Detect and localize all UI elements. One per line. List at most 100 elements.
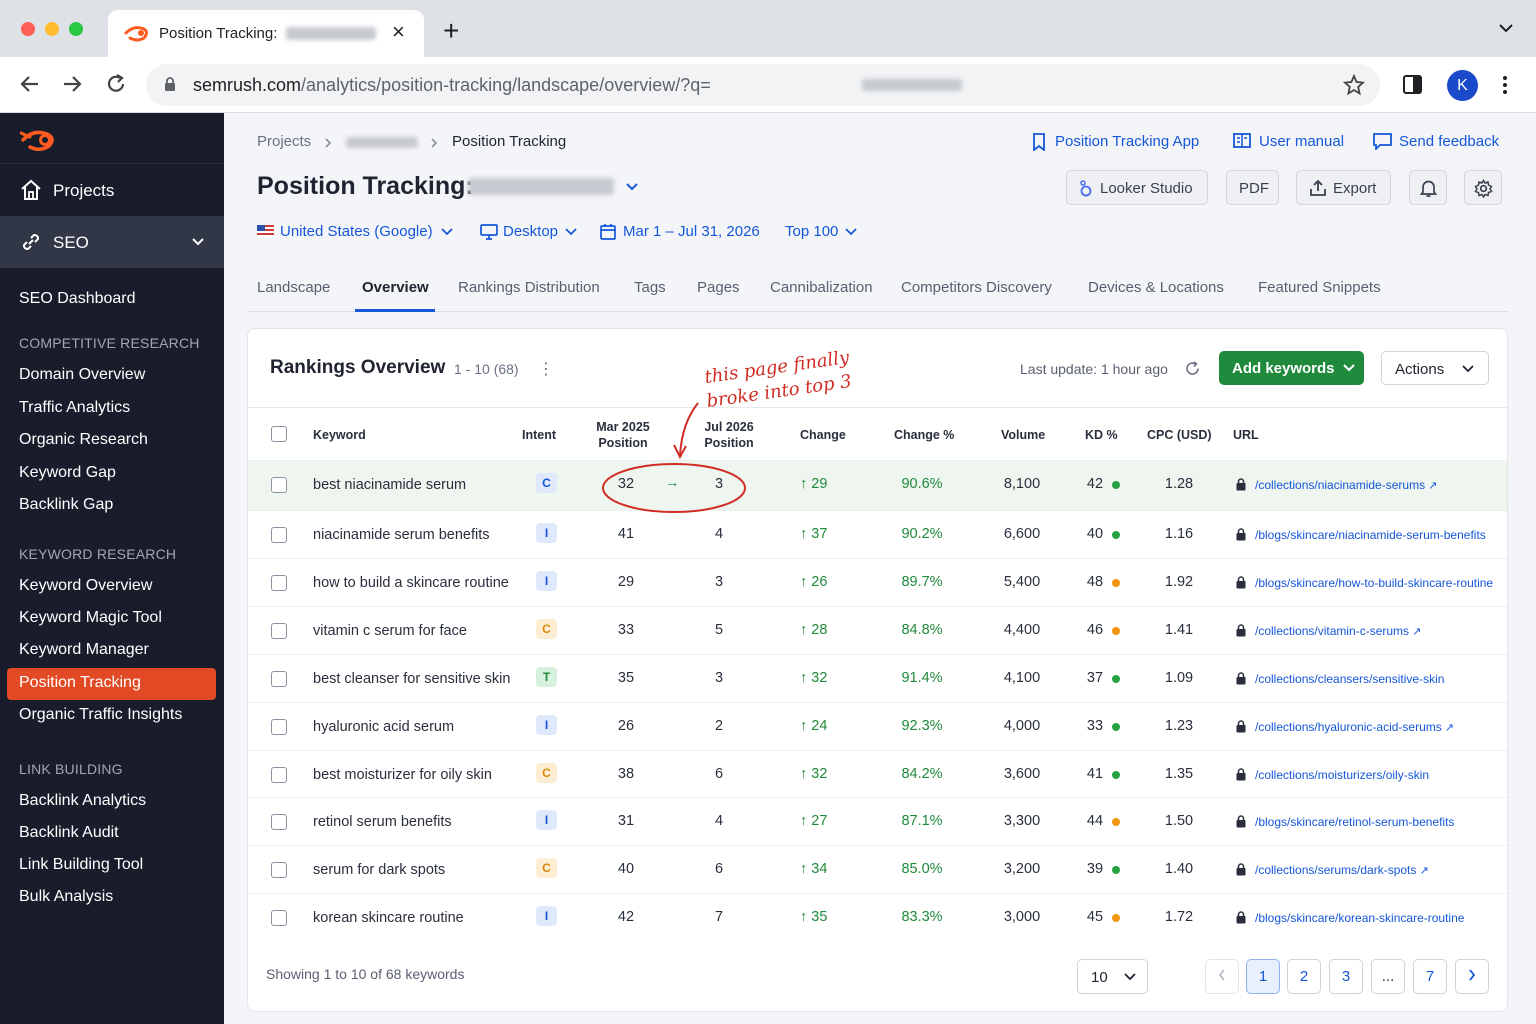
page-size-select[interactable]: 10 (1077, 959, 1148, 994)
browser-tab[interactable]: Position Tracking: × (108, 10, 424, 57)
sidebar-item-backlink-audit[interactable]: Backlink Audit (19, 824, 119, 841)
user-manual-link[interactable]: User manual (1259, 133, 1345, 150)
sidebar-item-backlink-analytics[interactable]: Backlink Analytics (19, 792, 147, 809)
profile-avatar[interactable]: K (1447, 70, 1478, 101)
tab-cannibalization[interactable]: Cannibalization (770, 279, 873, 296)
position-tracking-app-link[interactable]: Position Tracking App (1055, 133, 1200, 150)
sidebar-item-keyword-gap[interactable]: Keyword Gap (19, 464, 116, 481)
col-pos-b[interactable]: Jul 2026 Position (694, 419, 764, 451)
tab-devices-locations[interactable]: Devices & Locations (1088, 279, 1224, 296)
sidebar-item-projects[interactable]: Projects (0, 164, 224, 216)
url-link[interactable]: /collections/cleansers/sensitive-skin (1255, 672, 1444, 686)
col-keyword[interactable]: Keyword (313, 428, 366, 442)
sidebar-item-organic-research[interactable]: Organic Research (19, 431, 148, 448)
row-checkbox[interactable] (271, 910, 287, 926)
sidebar-item-keyword-manager[interactable]: Keyword Manager (19, 641, 149, 658)
date-range-filter[interactable]: Mar 1 – Jul 31, 2026 (623, 223, 760, 240)
page-button-3[interactable]: 3 (1329, 959, 1363, 994)
external-link-icon[interactable]: ↗ (1425, 480, 1438, 492)
col-intent[interactable]: Intent (522, 428, 557, 442)
table-row[interactable]: hyaluronic acid serum I 26 2 ↑ 24 92.3% 4,000 3… (248, 702, 1507, 750)
location-filter[interactable]: United States (Google) (280, 223, 433, 240)
tab-landscape[interactable]: Landscape (257, 279, 331, 296)
settings-button[interactable] (1464, 170, 1502, 205)
keyword-cell[interactable]: vitamin c serum for face (313, 623, 467, 639)
side-panel-icon[interactable] (1402, 74, 1423, 95)
table-row[interactable]: korean skincare routine I 42 7 ↑ 35 83.3% 3,00… (248, 893, 1507, 941)
sidebar-item-backlink-gap[interactable]: Backlink Gap (19, 496, 114, 513)
row-checkbox[interactable] (271, 767, 287, 783)
tab-search-chevron-icon[interactable] (1498, 22, 1514, 34)
address-bar[interactable]: semrush.com/analytics/position-tracking/… (146, 64, 1380, 106)
reload-icon[interactable] (105, 73, 127, 95)
col-change-pct[interactable]: Change % (894, 428, 955, 442)
url-link[interactable]: /blogs/skincare/niacinamide-serum-benefi… (1255, 528, 1486, 542)
keyword-cell[interactable]: best niacinamide serum (313, 477, 467, 493)
close-tab-icon[interactable]: × (392, 19, 405, 44)
row-checkbox[interactable] (271, 575, 287, 591)
table-row[interactable]: serum for dark spots C 40 6 ↑ 34 85.0% 3,200 39… (248, 845, 1507, 893)
notifications-button[interactable] (1409, 170, 1447, 205)
table-row[interactable]: how to build a skincare routine I 29 3 ↑ 26 8… (248, 558, 1507, 606)
table-row[interactable]: best niacinamide serum C 32 → 3 ↑ 29 90.6% 8,10… (248, 460, 1507, 510)
table-row[interactable]: best cleanser for sensitive skin T 35 3 ↑ 32… (248, 654, 1507, 702)
external-link-icon[interactable]: ↗ (1416, 865, 1429, 877)
keyword-cell[interactable]: korean skincare routine (313, 910, 464, 926)
row-checkbox[interactable] (271, 623, 287, 639)
forward-arrow-icon[interactable] (61, 73, 83, 95)
title-chevron-down-icon[interactable] (625, 182, 639, 192)
tab-tags[interactable]: Tags (634, 279, 666, 296)
sidebar-item-domain-overview[interactable]: Domain Overview (19, 366, 146, 383)
row-checkbox[interactable] (271, 719, 287, 735)
external-link-icon[interactable]: ↗ (1441, 722, 1455, 734)
sidebar-item-organic-traffic-insights[interactable]: Organic Traffic Insights (19, 706, 183, 723)
url-link[interactable]: /collections/hyaluronic-acid-serums ↗ (1255, 720, 1454, 734)
url-link[interactable]: /blogs/skincare/retinol-serum-benefits (1255, 815, 1454, 829)
keyword-cell[interactable]: serum for dark spots (313, 862, 446, 878)
sidebar-item-position-tracking[interactable]: Position Tracking (19, 674, 141, 691)
col-kd[interactable]: KD % (1085, 428, 1118, 442)
keyword-cell[interactable]: best cleanser for sensitive skin (313, 671, 511, 687)
sidebar-item-keyword-magic-tool[interactable]: Keyword Magic Tool (19, 609, 162, 626)
table-row[interactable]: retinol serum benefits I 31 4 ↑ 27 87.1% 3,300… (248, 797, 1507, 845)
looker-studio-button[interactable]: Looker Studio (1066, 170, 1208, 205)
browser-menu-icon[interactable] (1502, 75, 1508, 95)
pdf-button[interactable]: PDF (1226, 170, 1279, 205)
select-all-checkbox[interactable] (271, 426, 287, 442)
new-tab-icon[interactable]: + (443, 15, 460, 46)
sidebar-item-traffic-analytics[interactable]: Traffic Analytics (19, 399, 131, 416)
col-url[interactable]: URL (1233, 428, 1259, 442)
url-link[interactable]: /collections/niacinamide-serums ↗ (1255, 478, 1437, 492)
tab-featured-snippets[interactable]: Featured Snippets (1258, 279, 1381, 296)
url-link[interactable]: /blogs/skincare/how-to-build-skincare-ro… (1255, 576, 1493, 590)
sidebar-item-bulk-analysis[interactable]: Bulk Analysis (19, 888, 114, 905)
page-button-2[interactable]: 2 (1287, 959, 1321, 994)
col-change[interactable]: Change (800, 428, 846, 442)
row-checkbox[interactable] (271, 671, 287, 687)
semrush-logo-icon[interactable] (20, 127, 60, 153)
row-checkbox[interactable] (271, 862, 287, 878)
sidebar-item-seo-dashboard[interactable]: SEO Dashboard (19, 290, 136, 307)
add-keywords-button[interactable]: Add keywords (1219, 351, 1364, 385)
col-cpc[interactable]: CPC (USD) (1147, 428, 1212, 442)
tab-rankings-distribution[interactable]: Rankings Distribution (458, 279, 600, 296)
page-button-7[interactable]: 7 (1413, 959, 1447, 994)
top-filter[interactable]: Top 100 (785, 223, 839, 240)
row-checkbox[interactable] (271, 477, 287, 493)
external-link-icon[interactable]: ↗ (1409, 626, 1422, 638)
url-link[interactable]: /blogs/skincare/korean-skincare-routine (1255, 911, 1464, 925)
row-checkbox[interactable] (271, 527, 287, 543)
more-options-icon[interactable]: ⋮ (538, 361, 554, 378)
prev-page-button[interactable] (1205, 959, 1239, 994)
col-volume[interactable]: Volume (1001, 428, 1046, 442)
tab-overview[interactable]: Overview (362, 279, 429, 296)
next-page-button[interactable] (1455, 959, 1489, 994)
device-filter[interactable]: Desktop (503, 223, 559, 240)
sidebar-item-link-building-tool[interactable]: Link Building Tool (19, 856, 144, 873)
table-row[interactable]: niacinamide serum benefits I 41 4 ↑ 37 90.2% 6… (248, 510, 1507, 558)
send-feedback-link[interactable]: Send feedback (1399, 133, 1500, 150)
keyword-cell[interactable]: best moisturizer for oily skin (313, 767, 492, 783)
row-checkbox[interactable] (271, 814, 287, 830)
tab-competitors-discovery[interactable]: Competitors Discovery (901, 279, 1052, 296)
url-link[interactable]: /collections/vitamin-c-serums ↗ (1255, 624, 1421, 638)
